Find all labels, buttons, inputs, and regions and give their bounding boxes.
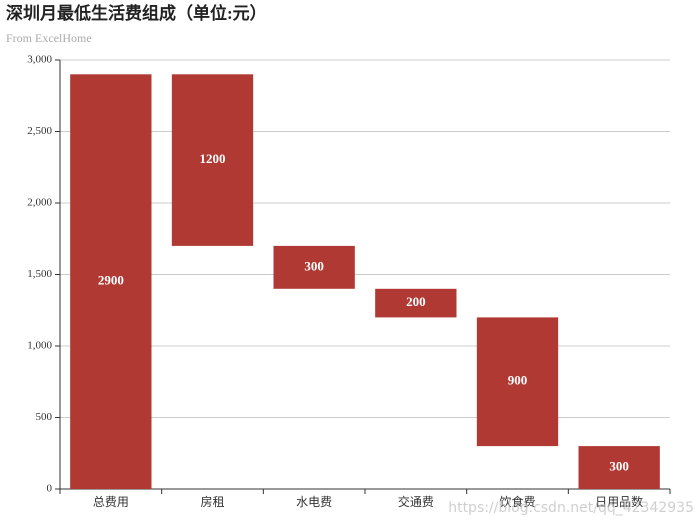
data-label: 300 [609,459,629,474]
chart-title: 深圳月最低生活费组成（单位:元） [6,3,267,23]
y-tick-label: 0 [47,483,53,495]
bar [375,288,457,318]
data-label: 900 [508,373,528,388]
y-tick-label: 2,500 [27,125,52,137]
y-tick-label: 1,500 [27,268,52,280]
y-tick-label: 1,000 [27,340,52,352]
x-tick-label: 交通费 [398,494,434,509]
data-label: 200 [406,294,426,309]
x-tick-label: 饮食费 [499,494,535,509]
x-tick-label: 水电费 [296,495,332,509]
bar [476,317,559,447]
x-tick-label: 日用品数 [595,494,643,509]
data-label: 300 [304,258,324,273]
x-tick-label: 房租 [200,494,224,509]
chart-subtitle: From ExcelHome [6,31,92,45]
bar [578,446,660,489]
bar [273,245,355,289]
bar [70,74,152,490]
watermark: https://blog.csdn.net/qq_42342935 [448,500,694,516]
y-tick-label: 3,000 [27,54,52,66]
data-label: 2900 [98,273,124,288]
x-tick-label: 总费用 [93,495,129,509]
data-label: 1200 [200,151,226,166]
bar [171,74,254,246]
y-tick-label: 500 [36,411,53,423]
y-tick-label: 2,000 [27,197,52,209]
